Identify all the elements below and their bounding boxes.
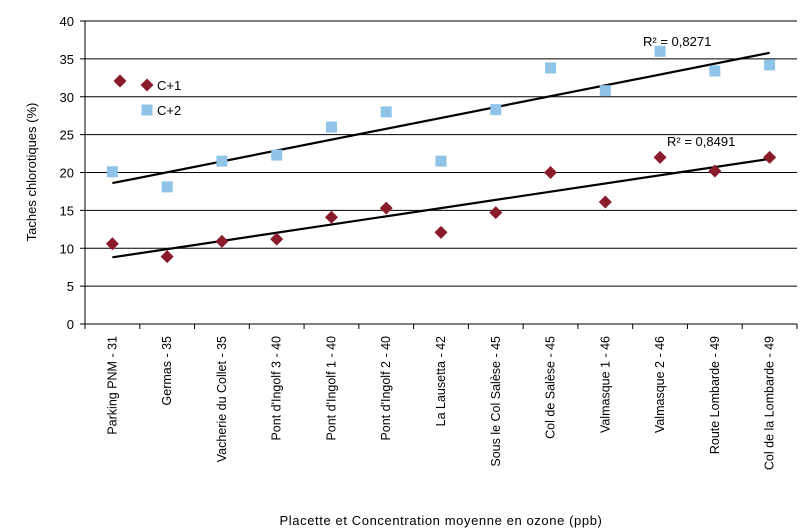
category-label-5: Pont d'Ingolf 2 - 40 [379,336,393,441]
point-Cplus2-9 [599,85,611,97]
y-tick-label-5: 5 [67,279,74,294]
y-tick-label-30: 30 [60,90,74,105]
legend-label-c1: C+1 [157,78,181,93]
point-Cplus1-2 [215,234,229,248]
y-tick-label-15: 15 [60,203,74,218]
legend-symbol-c1-extra [113,74,127,88]
y-tick-labels: 0 5 10 15 20 25 30 35 40 [60,14,85,332]
category-label-2: Vacherie du Collet - 35 [215,336,229,462]
legend-marker-c1 [113,74,154,92]
category-label-3: Pont d'Ingolf 3 - 40 [270,336,284,441]
point-Cplus2-3 [271,149,283,161]
y-tick-label-25: 25 [60,128,74,143]
x-tick-marks [84,324,798,329]
point-Cplus1-1 [160,250,174,264]
point-Cplus2-11 [709,65,721,77]
y-tick-label-10: 10 [60,241,74,256]
category-label-0: Parking PNM - 31 [105,336,119,435]
category-label-6: La Lausetta - 42 [434,336,448,426]
point-Cplus1-7 [489,206,503,220]
legend-label-c2: C+2 [157,103,181,118]
point-Cplus1-9 [598,195,612,209]
point-Cplus2-1 [161,181,173,193]
category-label-12: Col de la Lombarde - 49 [763,336,777,470]
point-Cplus1-0 [105,237,119,251]
point-Cplus2-8 [545,62,557,74]
point-Cplus1-4 [324,210,338,224]
category-label-9: Valmasque 1 - 46 [598,336,612,433]
category-label-8: Col de Salèse - 45 [544,336,558,439]
y-tick-label-0: 0 [67,317,74,332]
category-label-7: Sous le Col Salèse - 45 [489,336,503,467]
point-Cplus1-6 [434,225,448,239]
category-label-1: Germas - 35 [160,336,174,406]
point-Cplus1-12 [763,150,777,164]
point-Cplus2-12 [764,59,776,71]
legend-symbol-c1 [140,78,154,92]
point-Cplus2-4 [325,121,337,133]
y-tick-label-20: 20 [60,166,74,181]
point-Cplus2-7 [490,104,502,116]
category-label-10: Valmasque 2 - 46 [653,336,667,433]
gridlines [85,20,797,287]
y-axis-title: Taches chlorotiques (%) [24,103,39,242]
r2-label-c2: R² = 0,8271 [643,34,711,49]
category-labels: Parking PNM - 31 Germas - 35 Vacherie du C… [105,336,776,470]
legend: C+1 C+2 [113,74,181,118]
point-Cplus2-0 [106,166,118,178]
y-tick-label-40: 40 [60,14,74,29]
x-axis-title: Placette et Concentration moyenne en ozo… [280,513,603,528]
category-label-11: Route Lombarde - 49 [708,336,722,454]
point-Cplus1-3 [270,232,284,246]
point-Cplus2-2 [216,155,228,167]
legend-marker-c2 [141,104,153,116]
category-label-4: Pont d'Ingolf 1 - 40 [324,336,338,441]
point-Cplus1-5 [379,201,393,215]
point-Cplus1-10 [653,150,667,164]
legend-symbol-c2 [141,104,153,116]
point-Cplus2-10 [654,45,666,57]
data-points [105,45,777,264]
r2-label-c1: R² = 0,8491 [667,134,735,149]
y-tick-label-35: 35 [60,52,74,67]
point-Cplus2-5 [380,106,392,118]
point-Cplus1-8 [544,166,558,179]
point-Cplus1-11 [708,164,722,178]
point-Cplus2-6 [435,155,447,167]
